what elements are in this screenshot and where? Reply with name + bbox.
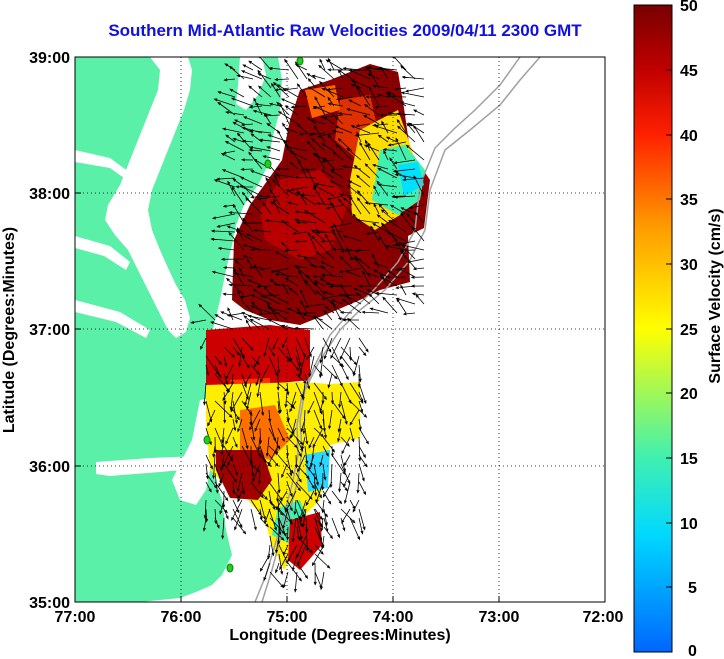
radar-station-marker	[296, 56, 304, 66]
colorbar-tick-label: 15	[680, 451, 698, 468]
x-tick-label: 76:00	[161, 609, 202, 626]
radar-station-marker	[226, 563, 234, 573]
y-tick-labels: 39:00 38:00 37:00 36:00 35:00	[29, 50, 70, 612]
albemarle-sound	[96, 456, 204, 476]
colorbar-tick-label: 35	[680, 192, 698, 209]
colorbar-label: Surface Velocity (cm/s)	[707, 208, 724, 383]
y-tick-label: 38:00	[29, 186, 70, 203]
y-axis-label: Latitude (Degrees:Minutes)	[1, 227, 18, 433]
x-tick-label: 75:00	[267, 609, 308, 626]
velocity-vectors	[190, 57, 425, 593]
pamlico-sound	[172, 398, 214, 505]
radar-stations	[203, 56, 304, 573]
colorbar-ticks	[666, 4, 672, 653]
x-axis-label: Longitude (Degrees:Minutes)	[229, 627, 450, 644]
x-tick-label: 74:00	[373, 609, 414, 626]
grid-lines	[75, 57, 605, 602]
chesapeake-bay	[105, 57, 192, 338]
x-tick-label: 73:00	[479, 609, 520, 626]
colorbar-tick-label: 30	[680, 257, 698, 274]
map-title: Southern Mid-Atlantic Raw Velocities 200…	[108, 21, 582, 40]
y-tick-label: 37:00	[29, 322, 70, 339]
tick-marks	[74, 56, 606, 603]
radar-station-marker	[264, 159, 272, 169]
colorbar-tick-label: 10	[680, 516, 698, 533]
river-inlet	[75, 236, 130, 270]
colorbar-tick-label: 40	[680, 128, 698, 145]
velocity-arrow-set	[190, 57, 425, 593]
y-tick-label: 39:00	[29, 50, 70, 67]
river-inlet	[75, 300, 150, 338]
river-inlet	[75, 150, 140, 188]
colorbar-tick-label: 5	[688, 580, 697, 597]
radar-station-marker	[203, 435, 211, 445]
colorbar-tick-label: 45	[680, 63, 698, 80]
y-tick-label: 35:00	[29, 595, 70, 612]
colorbar-tick-label: 20	[680, 386, 698, 403]
colorbar-tick-label: 0	[688, 643, 697, 659]
colorbar-tick-label: 25	[680, 322, 698, 339]
y-tick-label: 36:00	[29, 459, 70, 476]
x-tick-label: 77:00	[55, 609, 96, 626]
x-tick-label: 72:00	[583, 609, 624, 626]
colorbar-tick-labels: 50 45 40 35 30 25 20 15 10 5 0	[680, 0, 698, 659]
colorbar-tick-label: 50	[680, 0, 698, 15]
x-tick-labels: 77:00 76:00 75:00 74:00 73:00 72:00	[55, 609, 624, 626]
